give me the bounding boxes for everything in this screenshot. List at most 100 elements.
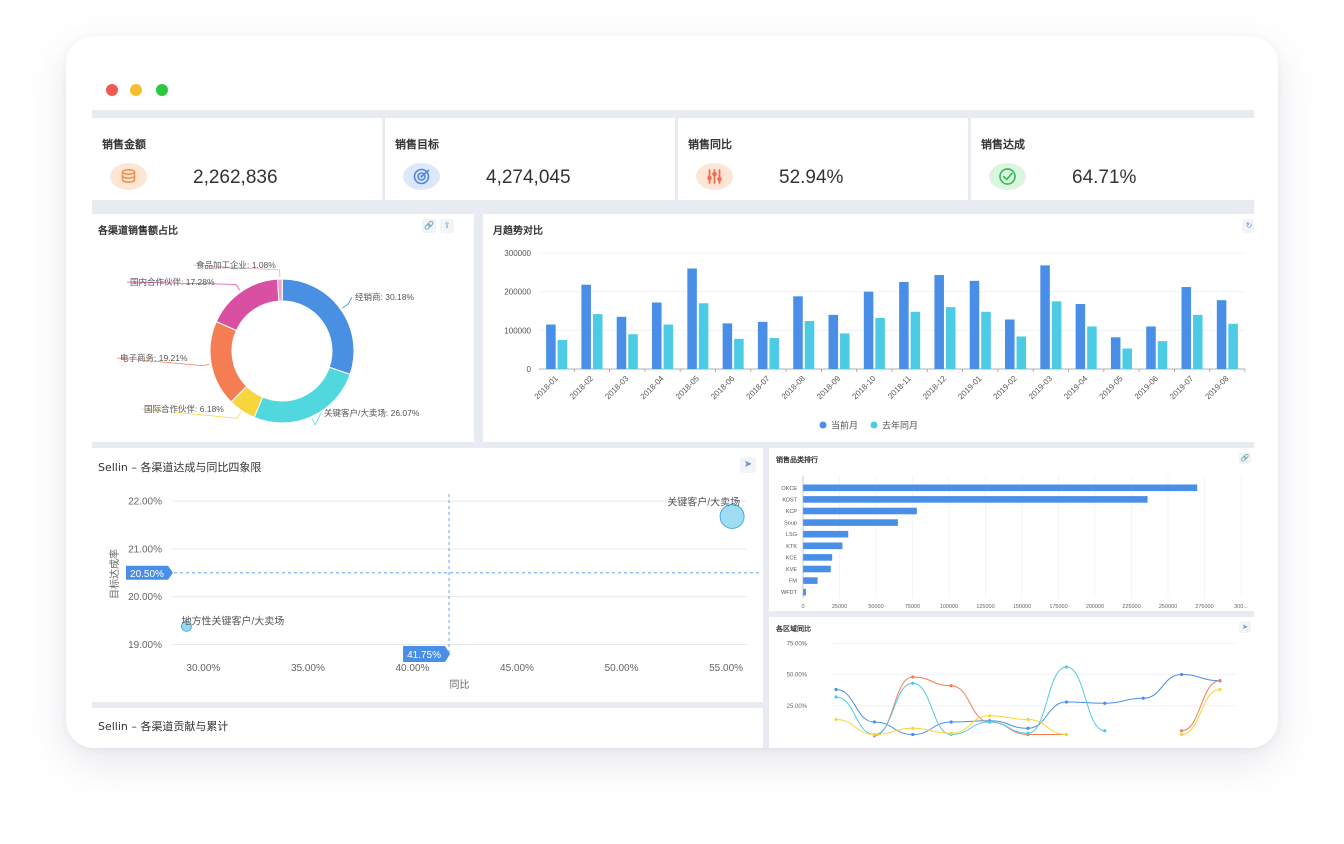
bar [1087,326,1097,369]
x-tick-label: 75000 [905,604,920,610]
hbar [803,484,1198,492]
y-tick-label: 0 [527,365,532,374]
x-tick-label: 2018-05 [674,374,702,402]
line-series [835,715,1067,736]
donut-label: 经销商: 30.18% [355,292,414,302]
bar [1146,326,1156,369]
x-tick-label: 2019-08 [1203,374,1231,402]
bar [863,291,874,369]
channel-share-panel: 各渠道销售额占比 🔗 ⇪ 经销商: 30.18% 关键客户/大卖场: 26.07%… [92,214,474,442]
bar [1005,319,1015,369]
x-tick-label: 2018-09 [815,374,843,402]
scatter-point-label: 关键客户/大卖场 [667,495,740,508]
donut-slice [215,278,280,332]
link-icon[interactable]: 🔗 [422,219,436,233]
donut-label-line [116,357,210,367]
bar [1157,341,1168,369]
x-tick-label: 2019-04 [1062,374,1090,402]
donut-label-line [342,296,353,309]
y-tick-label: 19.00% [128,640,162,651]
send-icon[interactable]: ➤ [740,457,756,473]
bar [592,314,603,369]
refresh-icon[interactable]: ↻ [1242,219,1254,233]
panel-title: 销售品类排行 [776,456,818,464]
bar [757,321,768,369]
hbar [803,496,1148,503]
bar [1051,301,1062,369]
bar [616,316,627,369]
x-tick-label: 2019-02 [992,374,1020,402]
contribution-panel: Sellin – 各渠道贡献与累计 [92,708,763,748]
y-tick-label: KVE [786,567,797,573]
donut-slice [281,278,355,375]
region-yoy-panel: 各区域同比 ➤ 75.00% 50.00% 25.00% [769,617,1254,748]
scatter-point [181,620,192,632]
target-icon [403,163,440,190]
y-tick-label: 75.00% [787,641,808,647]
line-point [1180,732,1184,737]
legend-marker [870,421,878,429]
kpi-value: 4,274,045 [486,167,571,188]
donut-label: 国内合作伙伴: 17.28% [130,277,215,287]
ref-x-marker [403,646,451,662]
x-tick-label: 40.00% [395,663,429,674]
kpi-title: 销售达成 [981,138,1025,151]
bar [899,282,909,369]
donut-slice [209,320,248,403]
x-tick-label: 300... [1234,604,1248,610]
panel-title: 月趋势对比 [493,226,543,237]
line-series [874,676,1067,737]
x-axis-label: 同比 [450,679,470,691]
bar [769,338,779,369]
x-tick-label: 50.00% [605,663,639,674]
x-tick-label: 2018-11 [886,374,913,401]
monthly-trend-panel: 月趋势对比 ↻ 0 100000 200000 300000 2018-01 2018-0… [483,214,1254,442]
maximize-window-button[interactable] [156,84,168,96]
donut-label: 国际合作伙伴: 6.18% [144,404,224,414]
bar [1216,300,1227,369]
y-tick-label: LSG [786,532,797,538]
kpi-value: 52.94% [779,167,844,188]
x-tick-label: 100000 [940,604,958,610]
x-tick-label: 25000 [832,604,847,610]
kpi-card-sales-yoy: 销售同比 52.94% [678,118,968,200]
x-tick-label: 250000 [1159,604,1177,610]
ref-y-label: 20.50% [130,569,164,580]
hbar [803,588,806,596]
bar [804,321,815,369]
y-axis-label: 目标达成率 [108,549,121,599]
line-point [1064,732,1068,737]
bar [840,333,850,369]
panel-title: Sellin – 各渠道贡献与累计 [98,720,229,733]
hbar [803,554,833,561]
close-window-button[interactable] [106,84,118,96]
export-icon[interactable]: ⇪ [440,219,454,233]
line-point [1103,729,1107,733]
minimize-window-button[interactable] [130,84,142,96]
hbar [803,542,843,550]
kpi-card-sales-achievement: 销售达成 64.71% [971,118,1254,200]
y-tick-label: 100000 [504,326,531,335]
bar [910,311,921,369]
bar [1193,314,1203,369]
scatter-point-label: 地方性关键客户/大卖场 [181,614,284,627]
send-icon[interactable]: ➤ [1239,621,1251,633]
line-series [1181,689,1221,735]
hbar [803,565,831,573]
link-icon[interactable]: 🔗 [1239,452,1251,464]
x-tick-label: 50000 [868,604,883,610]
bar [969,280,980,369]
category-ranking-panel: 销售品类排行 🔗 0 25000 50000 75000 100000 125000 150… [769,448,1254,611]
x-tick-label: 2018-12 [921,374,949,402]
bar [698,303,709,369]
kpi-title: 销售金额 [102,138,146,151]
y-tick-label: KDST [782,497,797,503]
bar [875,317,885,369]
y-tick-label: 300000 [504,249,531,258]
kpi-value: 2,262,836 [193,167,278,188]
x-tick-label: 150000 [1013,604,1031,610]
donut-label: 电子商务: 19.21% [120,353,188,363]
y-tick-label: KTK [786,544,797,550]
donut-label-line [192,264,281,278]
y-tick-label: WFDT [781,590,798,596]
